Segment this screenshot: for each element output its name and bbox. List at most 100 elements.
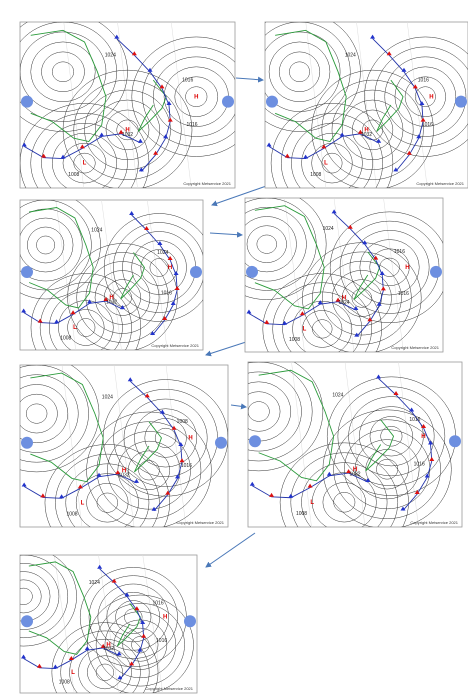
pressure-center: H xyxy=(405,265,409,271)
coastline xyxy=(28,561,92,655)
nav-next[interactable] xyxy=(455,95,467,108)
front-symbol xyxy=(127,377,133,382)
nav-prev[interactable] xyxy=(21,95,33,108)
isobar xyxy=(20,365,100,473)
front-symbol xyxy=(165,490,171,495)
coastline xyxy=(120,252,145,300)
isobar-label: 1008 xyxy=(177,419,188,425)
nav-prev[interactable] xyxy=(266,95,278,108)
front-symbol xyxy=(173,271,179,275)
isobar-label: 1016 xyxy=(394,249,405,255)
coastline xyxy=(365,419,395,472)
isobar xyxy=(321,152,343,174)
front-symbol xyxy=(317,300,323,305)
arrows xyxy=(205,76,273,568)
isobar xyxy=(20,200,101,300)
coastline xyxy=(116,603,141,647)
nav-next[interactable] xyxy=(449,435,461,448)
coastline xyxy=(376,79,404,132)
isobar xyxy=(246,225,287,263)
isobar xyxy=(95,603,185,687)
isobar xyxy=(149,258,169,277)
front-symbol xyxy=(346,469,352,474)
isobar-label: 1032 xyxy=(361,132,372,138)
nav-next[interactable] xyxy=(215,436,227,449)
nav-next[interactable] xyxy=(190,266,202,278)
isobar xyxy=(154,427,177,448)
pressure-center: H xyxy=(429,94,433,100)
coastline xyxy=(30,29,107,143)
pressure-center: L xyxy=(81,500,85,506)
isobar xyxy=(333,419,441,519)
coastline xyxy=(28,207,94,309)
isobar-label: 1016 xyxy=(409,417,420,423)
front-symbol xyxy=(21,142,27,147)
front-symbol xyxy=(419,101,425,105)
isobar xyxy=(374,46,468,147)
isobar xyxy=(87,594,194,693)
front-symbol xyxy=(159,409,165,414)
isobar xyxy=(321,79,424,180)
pressure-center: H xyxy=(194,94,198,100)
nav-next[interactable] xyxy=(430,265,442,278)
isobar xyxy=(20,563,60,630)
nav-next[interactable] xyxy=(184,615,196,628)
front-symbol xyxy=(299,311,305,316)
front-symbol xyxy=(401,67,407,72)
map-content: 1024 1032 1016 1008 1016 H H L Copyright Metserv… xyxy=(265,22,468,188)
nav-prev[interactable] xyxy=(246,265,258,278)
copyright: Copyright Metservice 2021 xyxy=(176,520,224,525)
nav-prev[interactable] xyxy=(21,615,33,628)
isobar xyxy=(67,309,105,346)
pressure-center: L xyxy=(324,161,328,167)
front-symbol xyxy=(21,654,27,659)
front-symbol xyxy=(70,310,76,315)
isobar xyxy=(301,462,388,527)
isobar xyxy=(312,319,333,339)
pressure-center: H xyxy=(163,615,167,621)
front-symbol xyxy=(353,306,359,311)
front-symbol xyxy=(137,138,143,143)
isobar xyxy=(248,371,302,452)
front-symbol xyxy=(138,167,144,172)
isobar xyxy=(20,365,89,463)
weather-map: 1024 1032 1016 1008 1008 H H L Copyright Metserv… xyxy=(19,364,229,528)
nav-prev[interactable] xyxy=(21,266,33,278)
isobar xyxy=(331,89,414,170)
isobar xyxy=(268,41,331,102)
nav-prev[interactable] xyxy=(21,436,33,449)
front-symbol xyxy=(400,506,406,511)
front-symbol xyxy=(52,664,58,669)
front-symbol xyxy=(282,320,288,325)
isobar-label: 1016 xyxy=(152,601,163,607)
front-symbol xyxy=(347,224,353,229)
isobar xyxy=(103,213,203,322)
isobar xyxy=(20,22,128,132)
arrow xyxy=(211,183,273,207)
isobar xyxy=(245,198,327,300)
front-symbol xyxy=(354,332,360,337)
map-content: 1024 1032 1016 1008 1008 H H L Copyright Metserv… xyxy=(20,365,228,527)
isobar xyxy=(41,123,128,188)
graticule xyxy=(142,555,163,693)
nav-prev[interactable] xyxy=(249,435,261,448)
isobar xyxy=(279,442,409,527)
isobar xyxy=(348,396,435,477)
isobar xyxy=(349,230,430,305)
isobar-label: 1032 xyxy=(122,132,133,138)
weather-map: 1024 1032 1016 1008 1016 H H L Copyright Metserv… xyxy=(264,21,468,189)
front-symbol xyxy=(303,154,309,159)
front-symbol xyxy=(103,296,109,301)
isobar xyxy=(86,483,129,523)
isobar xyxy=(39,282,132,350)
isobar-label: 1016 xyxy=(182,77,193,83)
isobar xyxy=(20,384,69,444)
isobar xyxy=(404,76,446,117)
front-symbol xyxy=(420,117,426,122)
isobar xyxy=(301,132,363,188)
arrow xyxy=(205,532,256,568)
isobar xyxy=(142,46,235,147)
isobar xyxy=(95,663,115,681)
nav-next[interactable] xyxy=(222,95,234,108)
isobar xyxy=(270,103,394,188)
